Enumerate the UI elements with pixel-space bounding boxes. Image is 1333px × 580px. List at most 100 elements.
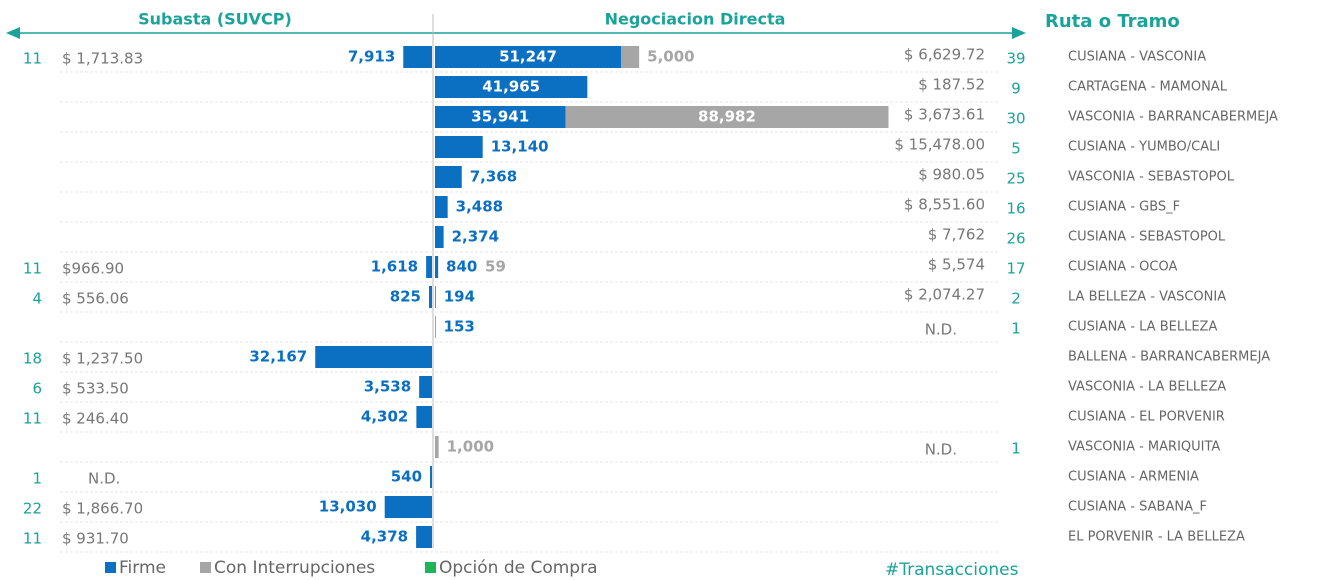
left-transactions: 11	[23, 50, 42, 68]
arrow-right	[1012, 27, 1026, 39]
right-bar	[435, 436, 439, 458]
right-transactions: 5	[1011, 140, 1021, 158]
right-transactions: 2	[1011, 290, 1021, 308]
route-label: LA BELLEZA - VASCONIA	[1068, 290, 1226, 305]
left-price: $ 533.50	[62, 380, 129, 398]
right-value-label: 88,982	[698, 108, 756, 126]
left-price: $966.90	[62, 260, 124, 278]
left-transactions: 11	[23, 410, 42, 428]
route-label: VASCONIA - LA BELLEZA	[1068, 380, 1226, 395]
right-value-label: 13,140	[491, 138, 549, 156]
route-label: EL PORVENIR - LA BELLEZA	[1068, 530, 1245, 545]
left-bar	[416, 526, 432, 548]
right-price: $ 6,629.72	[904, 46, 985, 64]
right-value-label: 5,000	[647, 48, 694, 66]
left-price: $ 1,237.50	[62, 350, 143, 368]
right-price: N.D.	[925, 321, 957, 339]
legend-label: Opción de Compra	[439, 558, 598, 578]
left-transactions: 11	[23, 530, 42, 548]
left-transactions: 22	[23, 500, 42, 518]
right-transactions: 16	[1006, 200, 1025, 218]
right-bar	[565, 106, 889, 128]
right-value-label: 51,247	[499, 48, 557, 66]
right-bar	[435, 196, 448, 218]
right-transactions: 17	[1006, 260, 1025, 278]
route-label: CUSIANA - EL PORVENIR	[1068, 410, 1225, 425]
left-value-label: 4,302	[361, 408, 408, 426]
right-value-label: 2,374	[452, 228, 499, 246]
right-value-label: 59	[485, 258, 506, 276]
right-value-label: 3,488	[456, 198, 503, 216]
right-bar	[435, 316, 436, 338]
left-transactions: 11	[23, 260, 42, 278]
right-bar	[435, 226, 444, 248]
route-label: CUSIANA - SABANA_F	[1068, 500, 1207, 515]
left-bar	[315, 346, 432, 368]
right-value-label: 194	[444, 288, 475, 306]
left-value-label: 825	[390, 288, 421, 306]
route-label: CUSIANA - LA BELLEZA	[1068, 320, 1217, 335]
right-price: $ 5,574	[928, 256, 985, 274]
left-value-label: 32,167	[249, 348, 307, 366]
right-value-label: 153	[444, 318, 475, 336]
route-label: VASCONIA - BARRANCABERMEJA	[1068, 110, 1278, 125]
route-label: CUSIANA - YUMBO/CALI	[1068, 140, 1220, 155]
right-bar	[435, 106, 566, 128]
left-value-label: 3,538	[364, 378, 411, 396]
left-bar	[429, 286, 432, 308]
right-bar	[435, 76, 588, 98]
left-price: $ 246.40	[62, 410, 129, 428]
left-value-label: 13,030	[319, 498, 377, 516]
right-title: Negociacion Directa	[605, 10, 786, 29]
right-transactions: 25	[1006, 170, 1025, 188]
right-bar	[435, 46, 622, 68]
left-transactions: 18	[23, 350, 42, 368]
legend-swatch	[200, 562, 211, 573]
route-label: CUSIANA - GBS_F	[1068, 200, 1180, 215]
route-label: CUSIANA - VASCONIA	[1068, 50, 1206, 65]
left-value-label: 1,618	[371, 258, 418, 276]
route-label: CUSIANA - SEBASTOPOL	[1068, 230, 1226, 245]
left-bar	[403, 46, 432, 68]
route-label: CARTAGENA - MAMONAL	[1068, 80, 1228, 95]
left-transactions: 4	[32, 290, 42, 308]
left-bar	[416, 406, 432, 428]
route-label: VASCONIA - MARIQUITA	[1068, 440, 1220, 455]
left-price: $ 931.70	[62, 530, 129, 548]
right-transactions: 1	[1011, 440, 1021, 458]
transactions-legend: #Transacciones	[885, 560, 1019, 580]
legend-label: Firme	[119, 558, 166, 578]
right-value-label: 7,368	[470, 168, 517, 186]
left-title: Subasta (SUVCP)	[138, 10, 292, 29]
right-transactions: 30	[1006, 110, 1025, 128]
left-bar	[426, 256, 432, 278]
right-value-label: 840	[446, 258, 477, 276]
left-price: $ 1,713.83	[62, 50, 143, 68]
left-transactions: 6	[32, 380, 42, 398]
right-bar	[435, 166, 462, 188]
right-transactions: 39	[1006, 50, 1025, 68]
legend-label: Con Interrupciones	[214, 558, 375, 578]
left-value-label: 540	[391, 468, 422, 486]
left-price: N.D.	[88, 470, 120, 488]
right-value-label: 1,000	[447, 438, 494, 456]
route-label: CUSIANA - ARMENIA	[1068, 470, 1199, 485]
right-transactions: 1	[1011, 320, 1021, 338]
right-price: $ 980.05	[918, 166, 985, 184]
right-price: N.D.	[925, 441, 957, 459]
right-value-label: 35,941	[471, 108, 529, 126]
right-price: $ 2,074.27	[904, 286, 985, 304]
route-label: BALLENA - BARRANCABERMEJA	[1068, 350, 1270, 365]
right-price: $ 187.52	[918, 76, 985, 94]
left-bar	[384, 496, 432, 518]
arrow-left	[6, 27, 20, 39]
right-transactions: 9	[1011, 80, 1021, 98]
left-price: $ 556.06	[62, 290, 129, 308]
left-bar	[430, 466, 432, 488]
left-value-label: 4,378	[361, 528, 408, 546]
right-price: $ 15,478.00	[894, 136, 985, 154]
right-price: $ 3,673.61	[904, 106, 985, 124]
left-transactions: 1	[32, 470, 42, 488]
right-transactions: 26	[1006, 230, 1025, 248]
